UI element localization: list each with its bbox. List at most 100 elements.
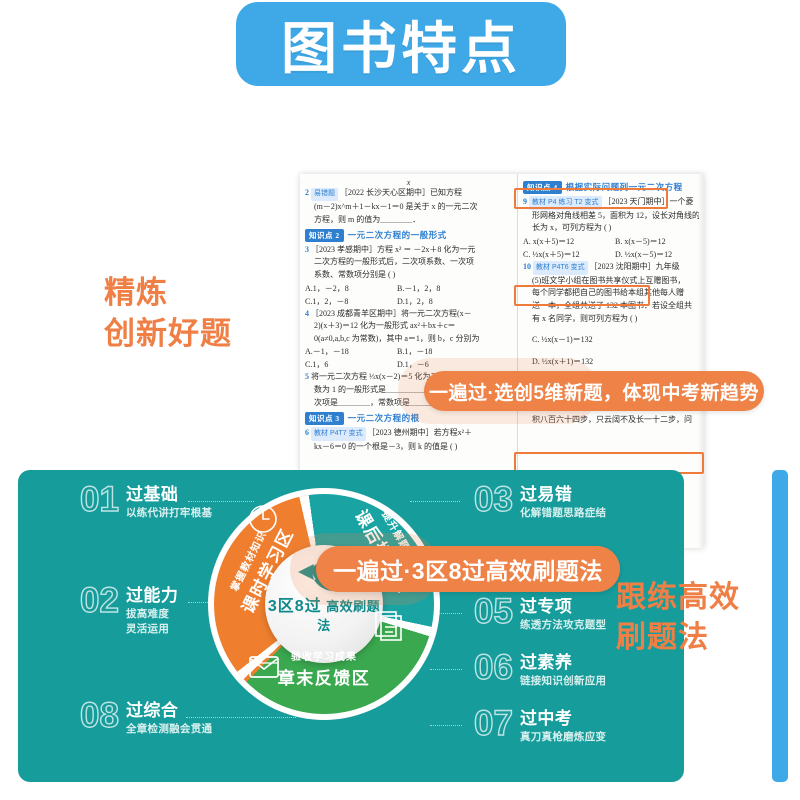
knowledge-point-title: 一元二次方程的一般形式 [347,230,447,241]
question-3-line: 二次方程的一般形式后，二次项系数、一次项 [314,257,474,267]
question-3-options-row: A.1，－2，8 B.－1，2，8 [305,282,512,295]
middle-overlay-banner-text: 一遍过·3区8过高效刷题法 [333,558,603,584]
wheel-center-line2: 高效刷题法 [317,599,381,633]
feature-number: 02 [79,581,119,620]
knowledge-point-3: 知识点 3 一元二次方程的根 [305,411,512,425]
feature-subtitle-line2: 灵活运用 [125,623,170,636]
feature-title: 过基础 [125,485,179,504]
feature-subtitle-line1: 拔高难度 [125,607,170,620]
feature-subtitle: 全章检测融会贯通 [125,722,213,735]
option-b: B.－1，2，8 [397,283,441,293]
page-title-banner: 图书特点 [236,2,566,86]
option-b: B. x(x－5)＝12 [615,236,666,246]
question-10-line: 有 x 名同学，则可列方程为 ( ) [532,313,638,323]
connector-dots [430,669,462,670]
question-number: 3 [305,244,309,254]
middle-overlay-banner: 一遍过·3区8过高效刷题法 [316,546,620,592]
option-a: A.－1，－18 [305,347,349,357]
left-caption-line1: 精炼 [104,275,168,310]
top-overlay-banner-text: 一遍过·选创5维新题，体现中考新趋势 [429,382,759,404]
right-caption: 跟练高效 刷题法 [616,578,786,658]
feature-subtitle: 练透方法攻克题型 [519,618,607,631]
question-number: 6 [305,427,309,437]
question-number: 4 [305,308,309,318]
question-text: ［2022 长沙天心区期中］已知方程 [340,188,462,197]
connector-dots [410,501,460,502]
connector-dots [186,717,296,718]
right-blue-edge [772,470,788,782]
question-6-line: 6 教材 P4T7 变式 ［2023 德州期中］若方程x²＋ [305,427,512,441]
question-11-line: 积八百六十四步，只云阔不及长一十二步，问 [532,414,692,424]
feature-number: 03 [473,480,513,519]
wheel-label-main: 章末反馈区 [277,669,371,688]
question-10-line: (5)班文学小组在图书共享仪式上互赠图书， [532,275,686,285]
wheel-label-sub: 验收学习成果 [291,652,357,663]
knowledge-point-badge: 知识点 4 [523,180,562,194]
clock-icon [249,505,277,533]
knowledge-point-badge: 知识点 3 [305,411,344,425]
feature-item-05: 05 过专项 练透方法攻克题型 [473,592,607,632]
connector-dots [438,613,462,614]
knowledge-point-title: 一元二次方程的根 [347,413,420,424]
feature-number: 07 [473,704,513,743]
question-4-line: 0(a≠0,a,b,c 为常数)，其中 a＝1，则 b，c 分别为 [314,333,480,343]
question-5-line: 次项是＿＿＿＿，常数项是＿＿＿＿． [314,397,450,407]
feature-title: 过能力 [125,586,179,605]
right-caption-line1: 跟练高效 [616,581,740,614]
option-d: D.1，2，8 [397,296,433,306]
knowledge-point-2: 知识点 2 一元二次方程的一般形式 [305,228,512,242]
question-number: 10 [523,261,531,271]
feature-title: 过专项 [519,597,573,616]
question-4-options-row: A.－1，－18 B.1，－18 [305,345,512,358]
feature-item-08: 08 过综合 全章检测融会贯通 [79,697,213,736]
question-number: 9 [523,196,527,206]
question-3-line: 系数、常数项分别是 ( ) [314,269,396,279]
question-4-line: 2)(x＋3)＝12 化为一般形式 ax²＋bx＋c＝ [314,321,456,331]
question-3-options-row: C.1，2，－8 D.1，2，8 [305,295,512,308]
connector-dots [188,501,254,502]
feature-subtitle: 真刀真枪磨炼应变 [519,730,607,743]
question-10-line: 10 教材 P4T6 变式 ［2023 沈阳期中］九年级 [523,261,699,275]
question-9-options-row: A. x(x＋5)＝12 B. x(x－5)＝12 [523,235,699,248]
question-2-line: 2 易错题 ［2022 长沙天心区期中］已知方程 [305,187,512,202]
option-a: A. x(x＋5)＝12 [523,236,575,246]
question-text: ［2023 成都青羊区期中］将一元二次方程(x－ [311,308,472,318]
question-tag: 教材 P4T6 变式 [533,261,588,275]
question-4-options-row: C.1，6 D.1，－6 [305,358,512,371]
question-text: ［2023 孝感期中］方程 x² ＝ －2x＋8 化为一元 [311,244,476,254]
question-9-line: 9 教材 P4 练习 T2 变式 ［2023 天门期中］一个菱 [523,196,699,210]
question-number: 5 [305,372,309,382]
feature-number: 05 [473,592,513,631]
wheel-center-text: 3区8过 高效刷题法 [265,598,383,636]
question-9-line: 形网格对角线相差 5，面积为 12，设长对角线的 [532,210,699,220]
feature-item-01: 01 过基础 以练代讲打牢根基 [79,480,213,520]
right-caption-line2: 刷题法 [616,620,709,654]
option-c: C. ½x(x－1)＝132 [532,335,593,345]
question-4-line: 4 ［2023 成都青羊区期中］将一元二次方程(x－ [305,308,512,321]
left-caption-line2: 创新好题 [104,316,232,352]
feature-item-03: 03 过易错 化解错题思路症结 [473,480,606,520]
book-top-fragment: x [406,178,411,187]
question-3-line: 3 ［2023 孝感期中］方程 x² ＝ －2x＋8 化为一元 [305,244,512,257]
page-title: 图书特点 [281,16,521,80]
feature-item-06: 06 过素养 链接知识创新应用 [473,649,607,688]
question-tag: 易错题 [311,187,338,202]
feature-subtitle: 以练代讲打牢根基 [125,506,213,519]
question-number: 2 [305,188,309,197]
question-tag: 教材 P4T7 变式 [311,427,366,441]
knowledge-point-4: 知识点 4 根据实际问题列一元二次方程 [523,180,699,194]
question-2-line: (m－2)x^m＋1－kx－1＝0 是关于 x 的一元二次 [314,202,478,212]
question-2-line: 方程，则 m 的值为＿＿＿＿． [314,214,421,224]
question-10-line: 每个同学都把自己的图书给本组其他每人赠 [532,288,684,298]
left-caption: 精炼 创新好题 [104,272,294,354]
option-c: C.1，2，－8 [305,296,349,306]
feature-number: 01 [79,480,119,519]
top-section: 精炼 创新好题 x 2 易错题 ［2022 长沙天心区期中］已知方程 (m－2)x… [0,86,800,548]
option-b: B.1，－18 [397,347,433,357]
option-d: D.1，－6 [397,360,429,370]
question-9-line: 长为 x，可列方程为 ( ) [532,223,612,233]
question-text: ［2023 沈阳期中］九年级 [589,261,680,271]
option-c: C.1，6 [305,360,329,370]
feature-subtitle: 链接知识创新应用 [519,674,607,687]
